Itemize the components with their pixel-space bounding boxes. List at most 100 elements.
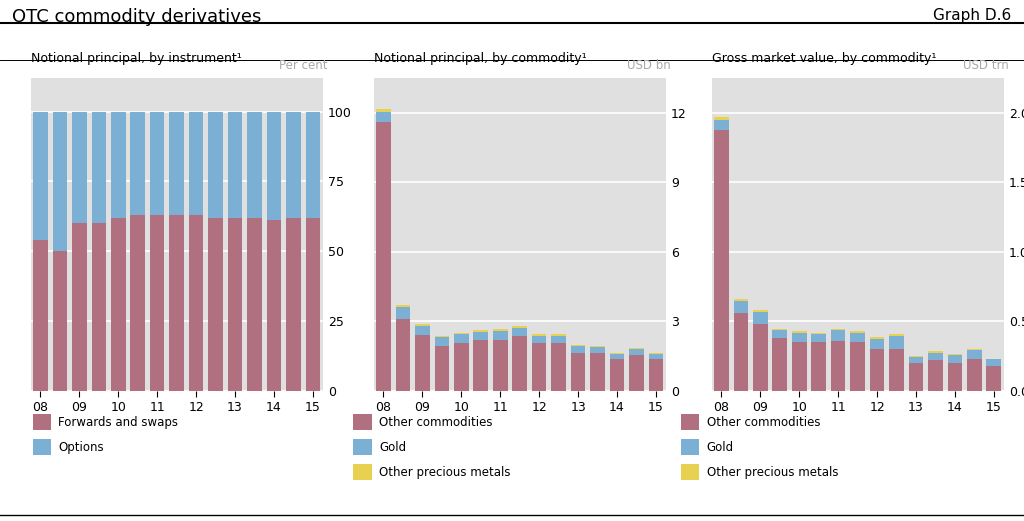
Bar	[714, 130, 729, 391]
Bar	[208, 111, 223, 218]
Bar	[811, 333, 826, 334]
Bar	[493, 331, 508, 340]
Bar	[531, 336, 547, 343]
Bar	[967, 349, 982, 350]
Bar	[609, 354, 625, 359]
Bar	[512, 337, 527, 391]
Bar	[986, 358, 1001, 359]
Bar	[493, 329, 508, 331]
Bar	[130, 215, 145, 391]
Text: USD trn: USD trn	[963, 59, 1009, 72]
Text: Gold: Gold	[707, 441, 733, 453]
Bar	[772, 330, 787, 338]
Bar	[830, 329, 846, 330]
Bar	[227, 111, 243, 218]
Bar	[908, 357, 924, 363]
Bar	[208, 218, 223, 391]
Bar	[792, 333, 807, 342]
Bar	[188, 215, 204, 391]
Text: OTC commodity derivatives: OTC commodity derivatives	[12, 8, 262, 26]
Text: Other precious metals: Other precious metals	[707, 466, 838, 478]
Bar	[753, 312, 768, 324]
Bar	[473, 340, 488, 391]
Bar	[434, 345, 450, 391]
Bar	[869, 349, 885, 391]
Bar	[91, 111, 106, 224]
Bar	[415, 326, 430, 335]
Bar	[376, 122, 391, 391]
Bar	[111, 111, 126, 218]
Bar	[792, 342, 807, 391]
Text: Forwards and swaps: Forwards and swaps	[58, 416, 178, 428]
Bar	[91, 224, 106, 391]
Bar	[551, 334, 566, 336]
Bar	[908, 363, 924, 391]
Bar	[376, 109, 391, 111]
Bar	[473, 332, 488, 340]
Bar	[830, 341, 846, 391]
Bar	[590, 345, 605, 347]
Bar	[570, 353, 586, 391]
Text: Gold: Gold	[379, 441, 406, 453]
Bar	[590, 353, 605, 391]
Bar	[609, 353, 625, 354]
Bar	[130, 111, 145, 215]
Bar	[947, 363, 963, 391]
Bar	[609, 359, 625, 391]
Bar	[753, 310, 768, 312]
Text: Options: Options	[58, 441, 104, 453]
Bar	[967, 350, 982, 359]
Bar	[266, 111, 282, 220]
Bar	[286, 218, 301, 391]
Bar	[454, 332, 469, 334]
Bar	[395, 305, 411, 307]
Bar	[753, 324, 768, 391]
Text: Notional principal, by instrument¹: Notional principal, by instrument¹	[31, 52, 242, 65]
Bar	[72, 224, 87, 391]
Bar	[792, 331, 807, 333]
Bar	[908, 356, 924, 357]
Bar	[454, 343, 469, 391]
Bar	[772, 338, 787, 391]
Bar	[415, 335, 430, 391]
Text: Notional principal, by commodity¹: Notional principal, by commodity¹	[374, 52, 587, 65]
Bar	[150, 215, 165, 391]
Bar	[395, 307, 411, 319]
Bar	[889, 349, 904, 391]
Bar	[512, 326, 527, 328]
Bar	[376, 111, 391, 122]
Bar	[648, 354, 664, 359]
Bar	[947, 354, 963, 355]
Bar	[434, 338, 450, 345]
Bar	[33, 111, 48, 240]
Bar	[869, 339, 885, 349]
Bar	[551, 343, 566, 391]
Bar	[266, 220, 282, 391]
Bar	[434, 336, 450, 338]
Bar	[150, 111, 165, 215]
Bar	[247, 218, 262, 391]
Bar	[512, 328, 527, 337]
Bar	[169, 215, 184, 391]
Bar	[869, 337, 885, 339]
Bar	[305, 218, 321, 391]
Bar	[850, 333, 865, 342]
Bar	[986, 359, 1001, 366]
Bar	[830, 330, 846, 341]
Bar	[733, 301, 749, 313]
Text: Graph D.6: Graph D.6	[934, 8, 1012, 23]
Text: Other precious metals: Other precious metals	[379, 466, 510, 478]
Bar	[590, 347, 605, 353]
Bar	[850, 331, 865, 333]
Bar	[629, 348, 644, 349]
Bar	[111, 218, 126, 391]
Bar	[473, 330, 488, 332]
Bar	[889, 336, 904, 349]
Text: Other commodities: Other commodities	[707, 416, 820, 428]
Bar	[811, 342, 826, 391]
Bar	[967, 359, 982, 391]
Bar	[493, 340, 508, 391]
Bar	[52, 111, 68, 251]
Bar	[772, 329, 787, 330]
Bar	[454, 334, 469, 343]
